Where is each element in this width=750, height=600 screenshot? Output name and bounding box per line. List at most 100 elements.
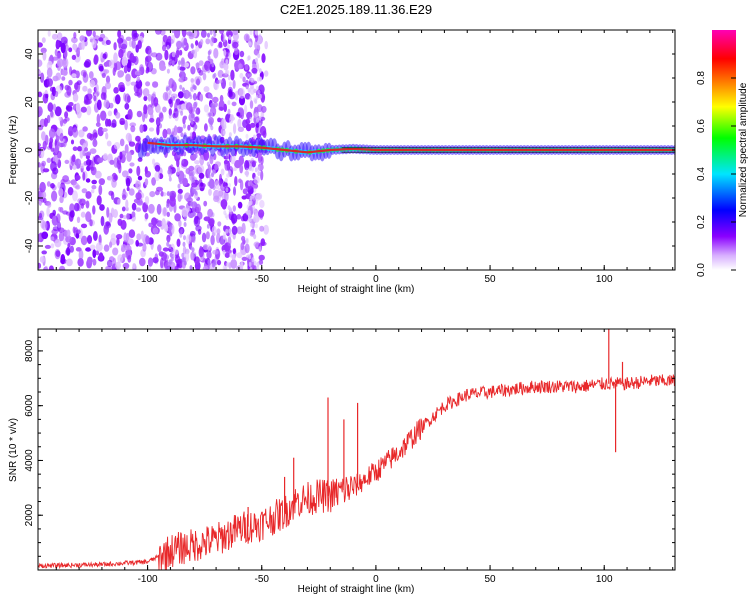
noise-cell xyxy=(237,126,244,132)
noise-cell xyxy=(247,55,251,61)
noise-cell xyxy=(38,42,43,48)
noise-cell xyxy=(207,68,211,74)
noise-cell xyxy=(76,80,82,86)
noise-cell xyxy=(113,52,118,63)
noise-cell xyxy=(149,191,156,198)
noise-cell xyxy=(170,39,174,44)
noise-cell xyxy=(202,72,207,81)
noise-cell xyxy=(188,194,192,200)
noise-cell xyxy=(75,174,81,181)
noise-cell xyxy=(176,165,180,176)
noise-cell xyxy=(70,155,76,166)
noise-cell xyxy=(216,259,222,266)
noise-cell xyxy=(89,148,97,155)
noise-cell xyxy=(246,111,253,120)
snr-y-tick-label: 6000 xyxy=(24,394,35,417)
noise-cell xyxy=(195,78,201,86)
noise-cell xyxy=(207,259,211,265)
noise-cell xyxy=(126,151,132,162)
noise-cell xyxy=(133,55,139,66)
noise-cell xyxy=(249,95,253,101)
noise-cell xyxy=(189,94,193,100)
noise-cell xyxy=(167,266,171,270)
noise-cell xyxy=(168,244,172,250)
noise-cell xyxy=(86,151,92,156)
noise-cell xyxy=(92,139,98,148)
noise-cell xyxy=(210,103,214,108)
noise-cell xyxy=(252,195,256,201)
noise-cell xyxy=(61,76,66,81)
noise-cell xyxy=(149,117,155,123)
noise-cell xyxy=(38,91,43,98)
noise-cell xyxy=(194,164,201,175)
noise-cell xyxy=(177,65,181,71)
noise-cell xyxy=(95,122,101,127)
noise-cell xyxy=(246,72,250,78)
noise-cell xyxy=(65,235,72,243)
noise-cell xyxy=(179,229,183,235)
noise-cell xyxy=(42,51,47,61)
noise-cell xyxy=(162,128,168,139)
noise-cell xyxy=(155,190,160,196)
noise-cell xyxy=(181,41,185,47)
noise-cell xyxy=(213,30,216,34)
noise-cell xyxy=(41,191,47,200)
spectrogram-y-tick-label: 40 xyxy=(24,48,35,60)
noise-cell xyxy=(193,85,197,91)
spectrogram-y-tick-label: -20 xyxy=(24,190,35,205)
noise-cell xyxy=(171,51,176,58)
noise-cell xyxy=(223,103,227,113)
noise-cell xyxy=(117,198,121,205)
noise-cell xyxy=(250,166,254,172)
noise-cell xyxy=(193,101,198,109)
noise-cell xyxy=(79,148,84,159)
noise-cell xyxy=(180,126,184,132)
noise-cell xyxy=(223,62,226,68)
noise-cell xyxy=(52,209,56,216)
noise-cell xyxy=(193,126,197,132)
snr-x-ticks: -100 -50 0 50 100 xyxy=(55,329,674,585)
noise-cell xyxy=(199,154,205,166)
noise-cell xyxy=(203,86,210,93)
noise-cell xyxy=(234,47,239,55)
noise-cell xyxy=(225,30,233,38)
snr-plot-area xyxy=(38,329,675,570)
noise-cell xyxy=(206,250,212,259)
noise-cell xyxy=(170,93,178,99)
noise-cell xyxy=(113,142,121,150)
snr-frame xyxy=(37,328,676,571)
noise-cell xyxy=(178,104,182,110)
noise-cell xyxy=(172,127,176,133)
noise-cell xyxy=(183,174,186,180)
noise-cell xyxy=(181,207,189,218)
noise-cell xyxy=(237,118,242,129)
noise-cell xyxy=(181,87,185,93)
noise-cell xyxy=(264,40,269,50)
noise-cell xyxy=(218,41,223,48)
noise-cell xyxy=(205,38,211,45)
noise-cell xyxy=(251,67,258,74)
noise-cell xyxy=(129,162,135,167)
noise-cell xyxy=(212,96,219,103)
noise-cell xyxy=(174,30,181,39)
noise-cell xyxy=(171,30,175,34)
noise-cell xyxy=(50,147,55,152)
noise-cell xyxy=(173,108,179,118)
noise-cell xyxy=(136,76,141,82)
noise-cell xyxy=(195,225,202,232)
noise-cell xyxy=(41,160,46,167)
noise-cell xyxy=(154,164,161,172)
noise-cell xyxy=(253,234,257,240)
snr-x-tick-label: 50 xyxy=(485,574,497,585)
noise-cell xyxy=(194,202,198,208)
noise-cell xyxy=(250,222,254,228)
noise-cell xyxy=(54,90,59,98)
noise-cell xyxy=(248,73,252,79)
noise-cell xyxy=(137,175,143,181)
noise-cell xyxy=(58,231,64,242)
noise-cell xyxy=(236,252,243,259)
noise-cell xyxy=(247,209,251,215)
noise-cell xyxy=(62,210,68,215)
noise-cell xyxy=(180,132,184,138)
noise-cell xyxy=(183,115,188,121)
